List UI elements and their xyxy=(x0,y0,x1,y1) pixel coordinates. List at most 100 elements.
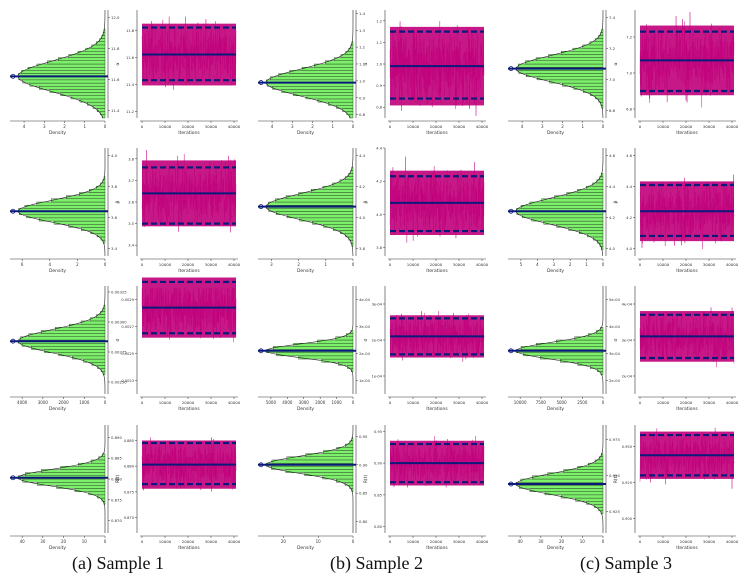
trace-x-tick-label: 0 xyxy=(389,400,392,405)
trace-x-tick-label: 30000 xyxy=(453,539,466,544)
histogram-bar xyxy=(346,333,354,337)
trace-xlabel: Iterations xyxy=(426,545,448,551)
density-curve xyxy=(265,147,354,257)
histogram-bar xyxy=(597,368,604,372)
histogram-bar xyxy=(24,205,106,209)
histogram-bar xyxy=(26,214,106,219)
histogram-bar xyxy=(547,472,604,476)
histogram-bar xyxy=(344,482,354,486)
trace-x-tick-label: 40000 xyxy=(726,539,739,544)
histogram-bar xyxy=(278,73,354,77)
density-curve xyxy=(265,286,354,394)
histogram-density-tick-label: 0 xyxy=(602,400,605,405)
trace-y-tick-label: 0.900 xyxy=(622,517,633,521)
histogram-bar xyxy=(38,217,106,222)
trace-line xyxy=(639,307,735,368)
histogram-value-tick-label: 0.975 xyxy=(609,437,620,442)
density-curve xyxy=(515,148,604,257)
histogram-bar xyxy=(541,198,604,203)
histogram-mean-marker xyxy=(258,462,264,468)
histogram-bar xyxy=(522,214,604,219)
histogram-bar xyxy=(299,217,354,222)
trace-x-tick-label: 0 xyxy=(389,124,392,129)
histogram-mean-marker xyxy=(10,475,16,481)
histogram-value-tick-label: 7.0 xyxy=(609,77,616,82)
trace-y-tick-label: 0.870 xyxy=(124,516,135,520)
histogram-xlabel: Density xyxy=(547,130,564,136)
histogram-value-tick-label: 0.875 xyxy=(111,497,122,502)
histogram-bar xyxy=(286,214,354,219)
trace-y-tick-label: 0.8 xyxy=(376,106,382,110)
histogram-bar xyxy=(22,79,106,84)
histogram-bar xyxy=(41,469,106,473)
density-curve xyxy=(515,286,604,394)
histogram-value-tick-label: 0.00275 xyxy=(111,350,127,355)
histogram-xlabel: Density xyxy=(547,268,564,274)
histogram-density-tick-label: 1 xyxy=(83,124,86,129)
histogram-bar xyxy=(535,57,604,61)
density-curve xyxy=(17,425,106,533)
histogram-density-tick-label: 0 xyxy=(104,539,107,544)
trace-x-tick-label: 10000 xyxy=(159,262,172,267)
trace-x-tick-label: 20000 xyxy=(680,400,693,405)
trace-y-tick-label: 1e-04 xyxy=(372,375,383,379)
trace-y-tick-label: 3.5 xyxy=(128,222,134,226)
histogram-bar xyxy=(25,472,106,476)
histogram-bar xyxy=(298,192,354,196)
trace-x-tick-label: 0 xyxy=(389,539,392,544)
histogram-value-tick-label: 7.2 xyxy=(609,46,616,51)
histogram-mean-marker xyxy=(258,80,264,85)
trace-y-tick-label: 0.80 xyxy=(374,525,383,529)
trace-ylabel: β xyxy=(613,200,619,203)
caption-sample-3: (c) Sample 3 xyxy=(580,553,672,573)
trace-y-tick-label: 3e-04 xyxy=(372,303,383,307)
histogram-bar xyxy=(97,494,106,499)
histogram-bar xyxy=(281,89,354,93)
histogram-bar xyxy=(532,475,604,480)
histogram-value-tick-label: 4.6 xyxy=(609,153,616,158)
trace-y-tick-label: 3e-04 xyxy=(622,339,633,343)
histogram-bar xyxy=(268,208,354,212)
trace-x-tick-label: 10000 xyxy=(407,539,420,544)
histogram-bar xyxy=(271,459,354,464)
trace-ylabel: α xyxy=(116,62,121,65)
histogram-bar xyxy=(55,327,106,331)
trace-x-tick-label: 20000 xyxy=(430,400,443,405)
trace-line xyxy=(639,12,735,108)
histogram-bar xyxy=(31,346,106,350)
histogram-density-tick-label: 20 xyxy=(61,539,67,544)
histogram-bar xyxy=(529,488,604,492)
trace-y-tick-label: 6.8 xyxy=(626,108,632,112)
histogram-density-tick-label: 20 xyxy=(559,539,565,544)
trace-xlabel: Iterations xyxy=(426,268,448,274)
histogram-density-tick-label: 2 xyxy=(561,124,564,129)
histogram-bar xyxy=(336,478,354,483)
trace-x-tick-label: 40000 xyxy=(476,539,489,544)
histogram-bar xyxy=(317,98,354,103)
trace-x-tick-label: 0 xyxy=(639,539,642,544)
histogram-density-tick-label: 2 xyxy=(76,262,79,267)
histogram-bar xyxy=(39,86,106,90)
histogram-bar xyxy=(28,333,106,337)
histogram-mean-marker xyxy=(10,73,16,79)
histogram-bar xyxy=(40,330,106,334)
trace-x-tick-label: 20000 xyxy=(680,539,693,544)
trace-xlabel: Iterations xyxy=(676,130,698,136)
histogram-bar xyxy=(349,485,354,489)
histogram-bar xyxy=(600,327,604,331)
trace-x-tick-label: 10000 xyxy=(407,400,420,405)
histogram-bar xyxy=(53,220,106,225)
trace-y-tick-label: 0.0025 xyxy=(121,352,134,356)
histogram-xlabel: Density xyxy=(297,406,314,412)
histogram-bar xyxy=(58,352,106,357)
histogram-bar xyxy=(554,195,604,199)
trace-x-tick-label: 30000 xyxy=(453,400,466,405)
trace-y-tick-label: 11.2 xyxy=(126,110,134,114)
histogram-bar xyxy=(548,54,604,58)
histogram-bar xyxy=(523,352,604,357)
trace-x-tick-label: 30000 xyxy=(703,124,716,129)
histogram-bar xyxy=(275,198,354,203)
trace-line xyxy=(389,311,485,362)
trace-x-tick-label: 40000 xyxy=(726,400,739,405)
histogram-bar xyxy=(36,63,106,68)
